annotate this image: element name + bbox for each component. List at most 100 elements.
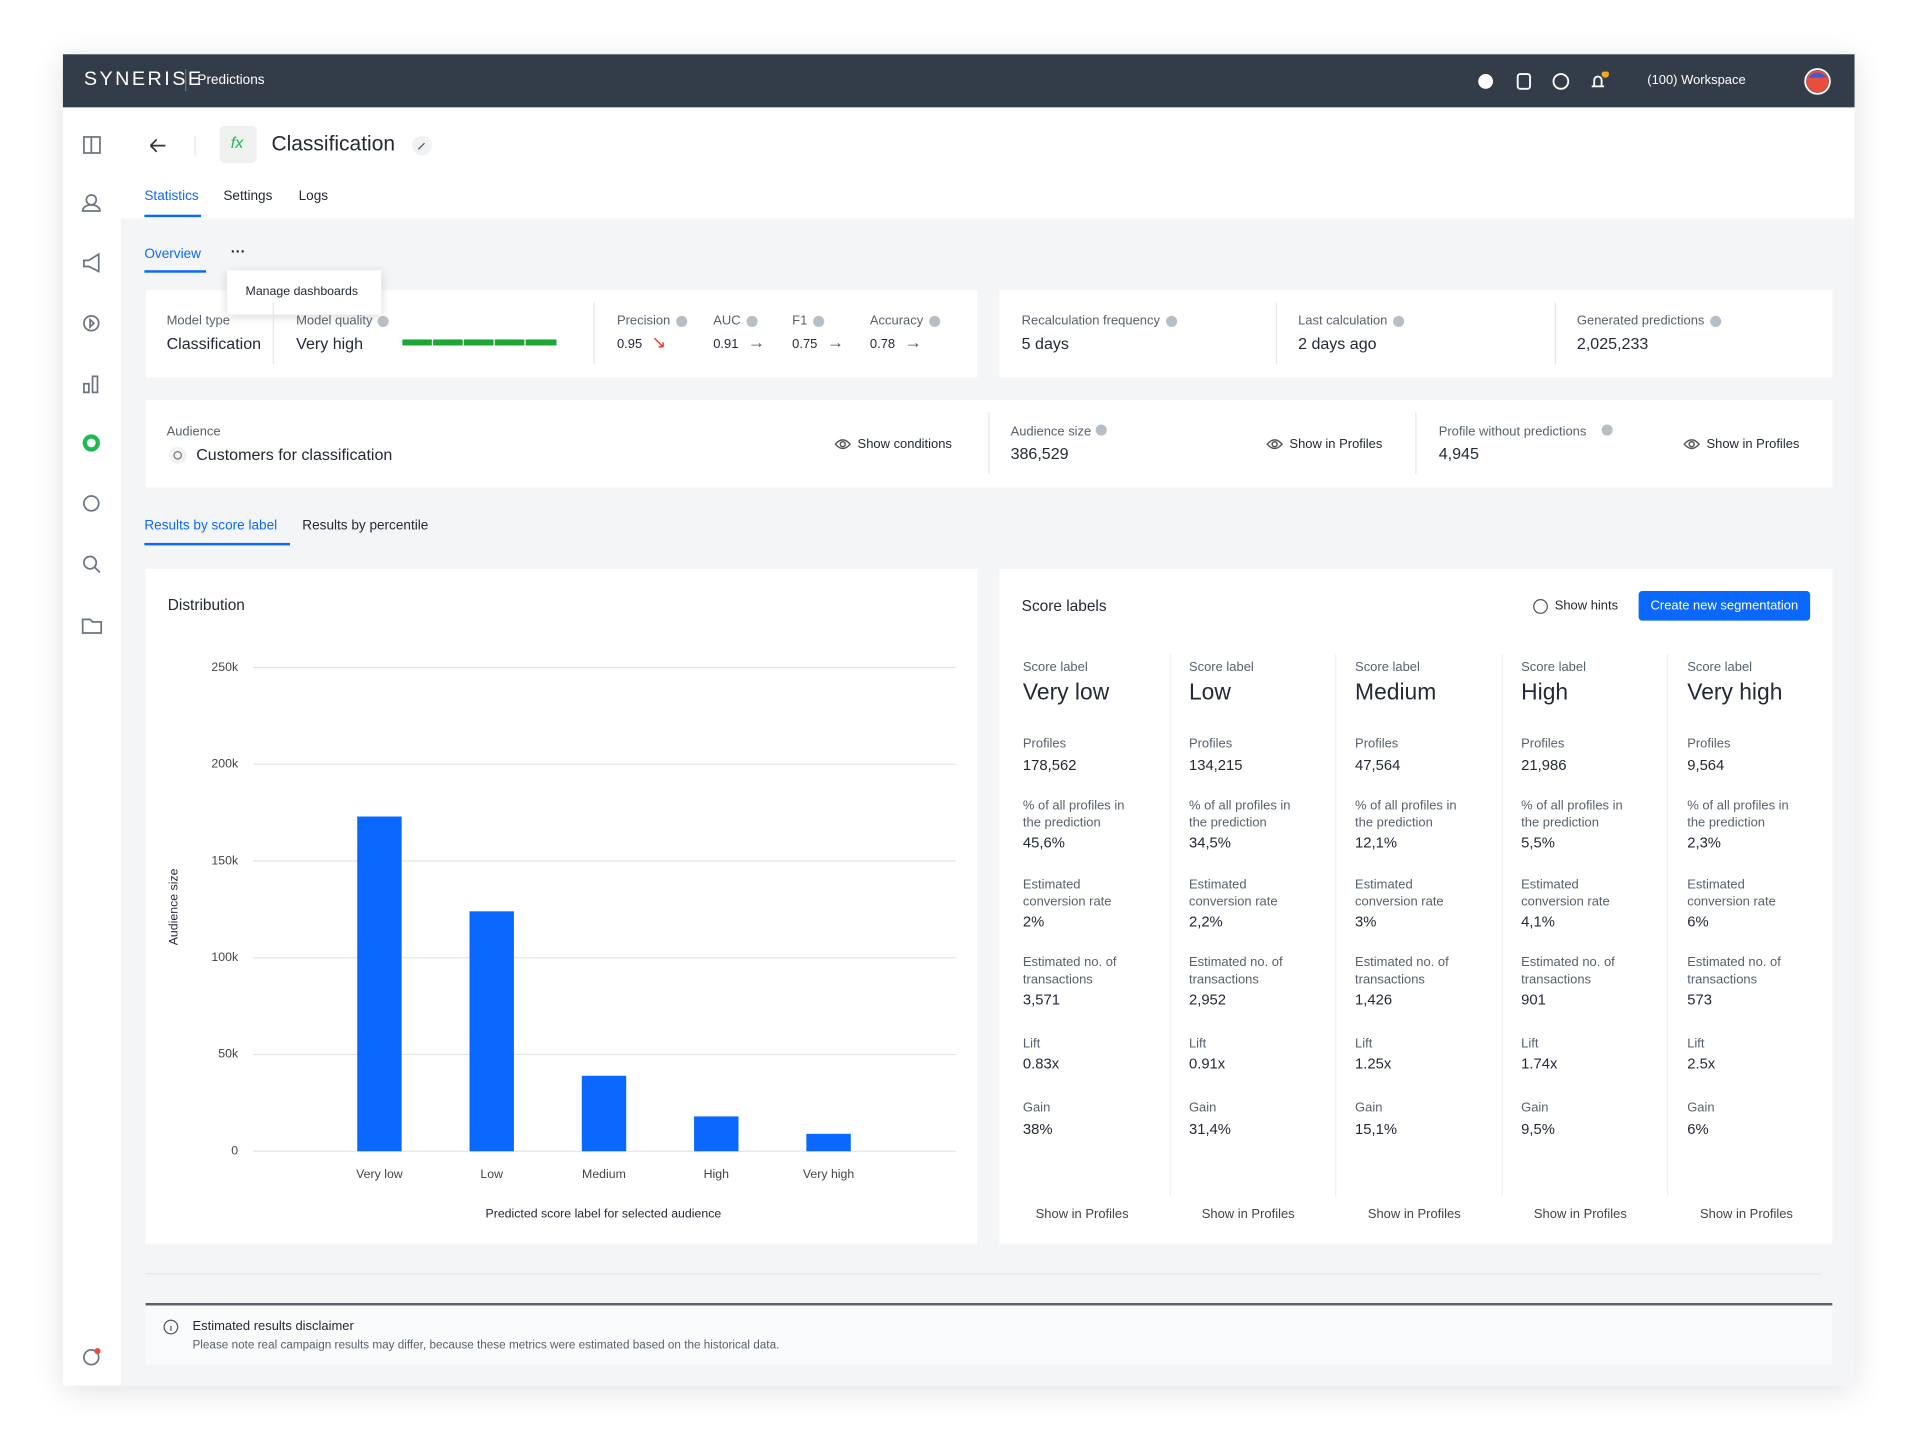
info-icon	[813, 315, 825, 327]
row-value: 2,3%	[1687, 834, 1721, 852]
row-value: 2,2%	[1188, 913, 1223, 931]
page-title: Classification	[271, 132, 396, 156]
eye-icon	[1683, 439, 1701, 450]
value: 4,945	[1438, 444, 1479, 463]
row-label: Gain	[1521, 1100, 1549, 1116]
y-tick-label: 100k	[211, 950, 239, 964]
link[interactable]: Show in Profiles	[1289, 436, 1383, 452]
bar	[806, 1133, 851, 1152]
link[interactable]: Show in Profiles	[1035, 1206, 1129, 1222]
label: AUC	[713, 313, 741, 329]
row-label: Estimated no. of transactions	[1022, 955, 1117, 987]
link[interactable]: Show in Profiles	[1699, 1206, 1793, 1222]
disclaimer-text: Please note real campaign results may di…	[192, 1338, 780, 1353]
link[interactable]: Show in Profiles	[1367, 1206, 1461, 1222]
trend-arrow: ↘	[651, 331, 666, 352]
link[interactable]: Show conditions	[857, 436, 952, 452]
info-icon	[377, 315, 389, 327]
row-value: 901	[1521, 990, 1546, 1009]
row-value: 0.91x	[1188, 1054, 1226, 1073]
row-label: % of all profiles in the prediction	[1355, 798, 1457, 830]
value: 386,529	[1010, 444, 1069, 463]
value: 0.78	[869, 336, 896, 352]
divider	[1501, 653, 1503, 1197]
eye-icons	[834, 439, 1283, 450]
result-tab[interactable]: Results by score label	[144, 518, 278, 534]
avatar[interactable]	[1804, 68, 1831, 95]
button-label[interactable]: Create new segmentation	[1650, 598, 1799, 614]
y-tick-label: 50k	[218, 1047, 239, 1061]
section-name: Predictions	[197, 72, 265, 88]
row-label: Estimated conversion rate	[1355, 877, 1444, 909]
card-title: Score labels	[1021, 597, 1107, 615]
row-label: % of all profiles in the prediction	[1188, 798, 1291, 830]
brand[interactable]: synerise	[83, 69, 204, 91]
row-value: 0.83x	[1022, 1054, 1060, 1073]
score-label: High	[1521, 678, 1569, 705]
trend-arrow: →	[904, 331, 922, 352]
row-value: 9,564	[1687, 756, 1725, 774]
result-tab[interactable]: Results by percentile	[302, 518, 429, 534]
row-label: Profiles	[1687, 736, 1731, 752]
heading: Score label	[1188, 660, 1254, 675]
more-button[interactable]: ···	[230, 243, 246, 261]
info-icon	[163, 1319, 179, 1335]
label: Last calculation	[1298, 313, 1388, 329]
label: F1	[792, 313, 808, 329]
sidebar-icons[interactable]	[79, 130, 106, 1376]
y-tick-label: 250k	[211, 660, 239, 674]
audience-icon	[169, 446, 187, 464]
value: 5 days	[1021, 334, 1069, 353]
divider	[1554, 302, 1556, 365]
header-icons[interactable]	[148, 135, 456, 156]
divider	[185, 69, 187, 92]
heading: Score label	[1521, 660, 1586, 675]
quality-bar	[402, 339, 557, 346]
link[interactable]: Show in Profiles	[1706, 436, 1800, 452]
bar	[694, 1116, 739, 1152]
tab[interactable]: Statistics	[144, 188, 199, 204]
workspace[interactable]: (100) Workspace	[1647, 72, 1746, 88]
row-value: 45,6%	[1022, 834, 1065, 852]
value: 0.95	[616, 336, 643, 352]
tab[interactable]: Settings	[223, 188, 273, 204]
menu-item[interactable]: Manage dashboards	[245, 285, 359, 299]
row-label: Lift	[1022, 1036, 1041, 1052]
score-card	[999, 568, 1833, 1244]
tab-underline	[144, 270, 207, 273]
row-value: 15,1%	[1355, 1120, 1398, 1138]
disclaimer-title: Estimated results disclaimer	[192, 1319, 354, 1334]
row-value: 3%	[1355, 913, 1377, 931]
separator	[145, 1273, 1822, 1275]
topbar-icons[interactable]	[1476, 71, 1612, 92]
score-label: Very low	[1022, 678, 1110, 705]
chart-title: Distribution	[168, 597, 245, 614]
link[interactable]: Show in Profiles	[1201, 1206, 1295, 1222]
dashboard-tab[interactable]: Overview	[144, 246, 201, 262]
divider	[988, 412, 990, 474]
row-value: 6%	[1687, 1120, 1709, 1138]
row-label: % of all profiles in the prediction	[1687, 798, 1789, 830]
row-value: 5,5%	[1521, 834, 1555, 852]
value: 2,025,233	[1576, 334, 1649, 353]
value: 0.91	[713, 336, 739, 352]
info-icon	[746, 315, 758, 327]
row-label: Lift	[1521, 1036, 1539, 1052]
row-value: 2.5x	[1687, 1054, 1716, 1073]
heading: Score label	[1022, 660, 1088, 675]
heading: Score label	[1687, 660, 1753, 675]
label: Model quality	[296, 313, 373, 329]
x-tick-label: High	[704, 1167, 729, 1181]
disclaimer	[145, 1302, 1833, 1365]
show-hints[interactable]: Show hints	[1554, 598, 1619, 614]
link[interactable]: Show in Profiles	[1533, 1206, 1627, 1222]
row-label: Gain	[1687, 1100, 1715, 1116]
y-tick-label: 150k	[211, 853, 239, 867]
row-label: Estimated no. of transactions	[1687, 955, 1781, 987]
create-button[interactable]: Create new segmentation	[1638, 591, 1811, 621]
tab[interactable]: Logs	[298, 188, 329, 204]
row-label: Estimated conversion rate	[1022, 877, 1112, 909]
y-tick-label: 0	[231, 1143, 238, 1157]
label: Profile without predictions	[1438, 424, 1587, 440]
